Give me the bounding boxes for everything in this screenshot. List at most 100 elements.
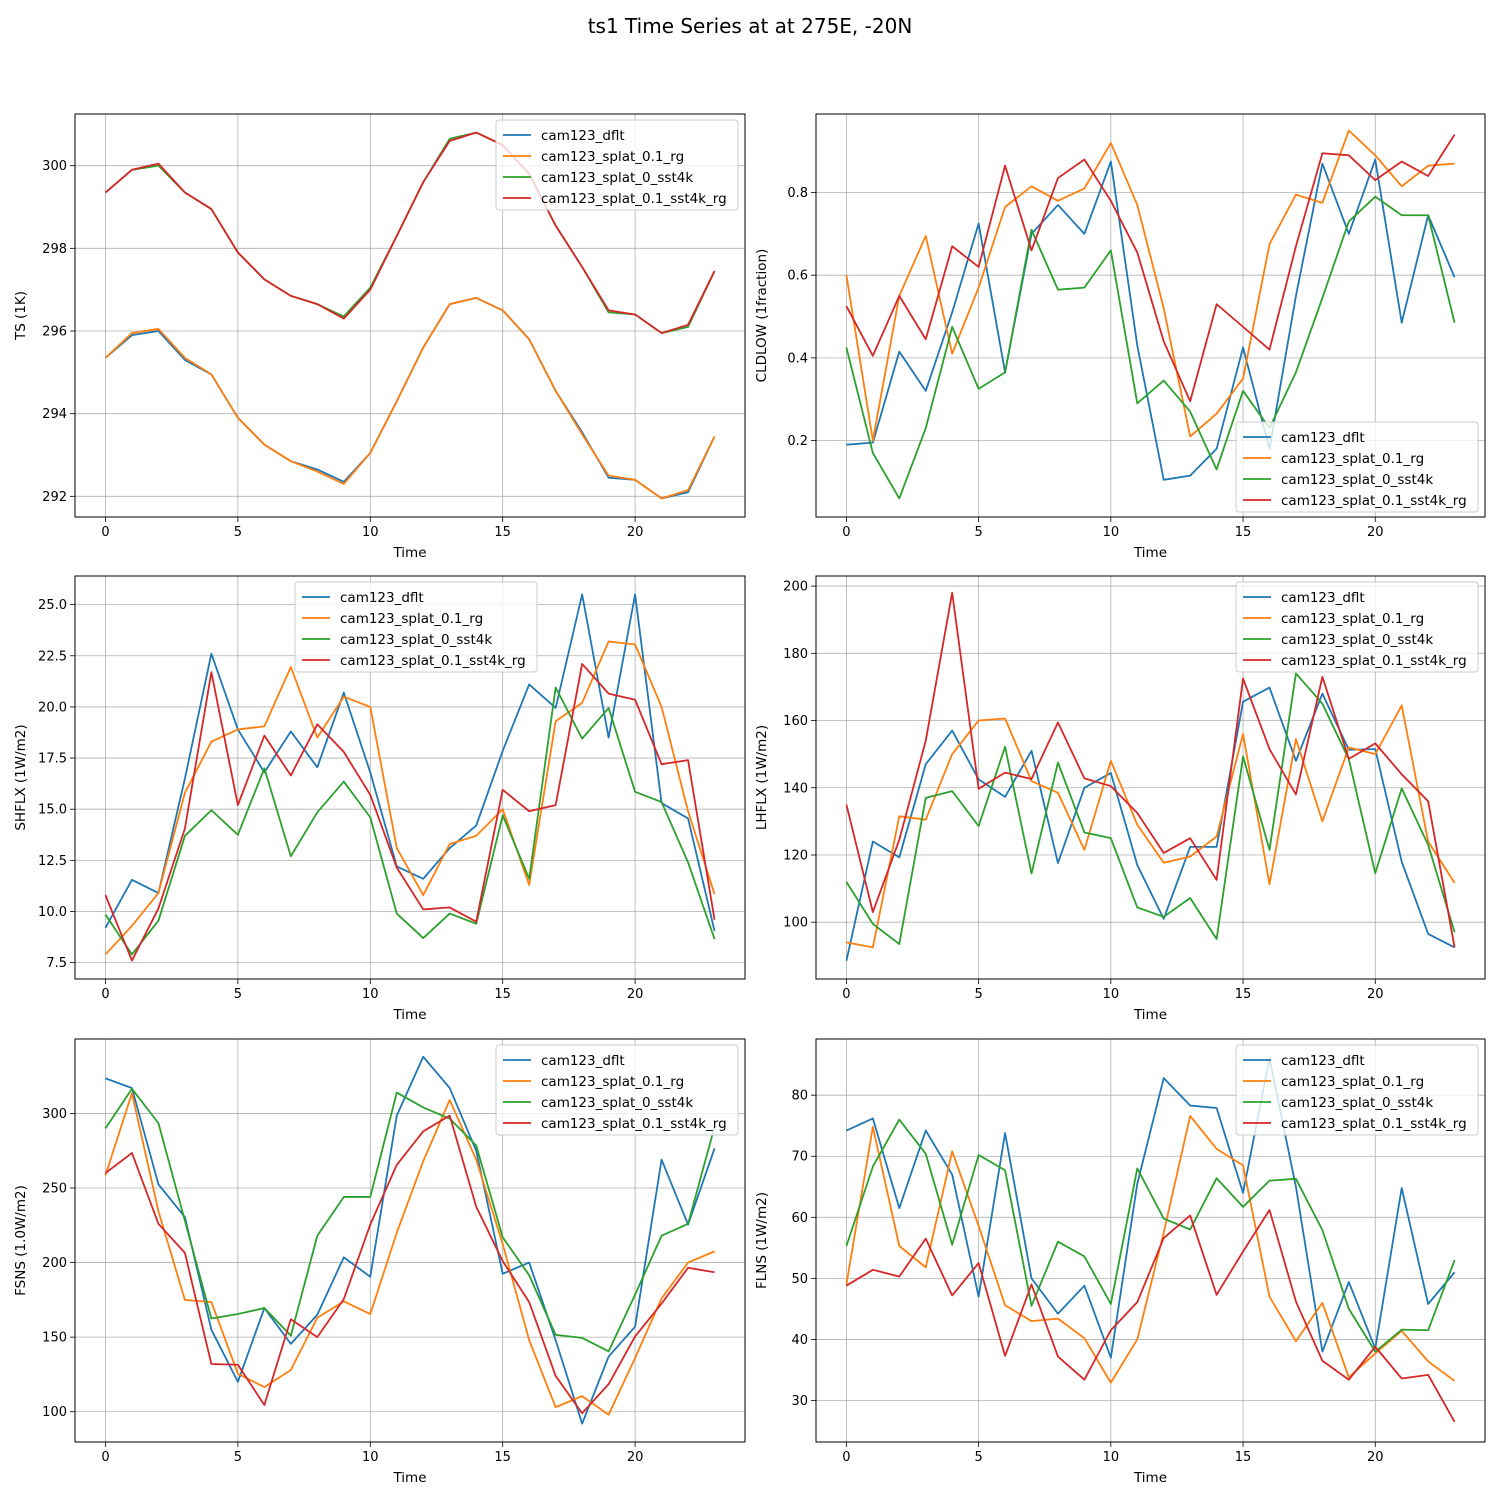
series-line-cam123_splat_0.1_rg	[104, 1092, 715, 1416]
legend-label-cam123_splat_0.1_sst4k_rg: cam123_splat_0.1_sst4k_rg	[340, 653, 526, 669]
x-tick-label: 15	[1235, 987, 1252, 1002]
y-tick-label: 296	[42, 325, 67, 340]
legend-label-cam123_splat_0.1_sst4k_rg: cam123_splat_0.1_sst4k_rg	[541, 1116, 727, 1132]
legend-label-cam123_splat_0.1_rg: cam123_splat_0.1_rg	[1281, 451, 1424, 467]
legend: cam123_dflt cam123_splat_0.1_rg cam123_spl…	[1235, 581, 1479, 673]
y-tick-label: 70	[791, 1150, 808, 1165]
y-tick-label: 100	[783, 916, 808, 931]
y-axis-label: CLDLOW (1fraction)	[754, 249, 770, 383]
y-tick-label: 294	[42, 407, 67, 422]
x-tick-label: 5	[234, 525, 242, 540]
x-tick-label: 10	[1103, 525, 1120, 540]
legend-box	[495, 119, 739, 211]
series-line-cam123_splat_0.1_sst4k_rg	[104, 1114, 715, 1415]
y-tick-label: 200	[42, 1256, 67, 1271]
legend-label-cam123_dflt: cam123_dflt	[1281, 430, 1365, 446]
legend: cam123_dflt cam123_splat_0.1_rg cam123_spl…	[1235, 421, 1479, 513]
y-tick-label: 0.6	[787, 269, 808, 284]
y-tick-label: 17.5	[38, 752, 67, 767]
axes-frame	[815, 575, 1486, 980]
legend-box	[495, 1044, 739, 1136]
legend-label-cam123_splat_0.1_rg: cam123_splat_0.1_rg	[541, 149, 684, 165]
y-tick-label: 30	[791, 1394, 808, 1409]
axes-frame	[815, 113, 1486, 518]
y-tick-label: 0.2	[787, 434, 808, 449]
series-line-cam123_dflt	[846, 158, 1456, 481]
x-axis-label: Time	[392, 545, 426, 561]
y-tick-label: 20.0	[38, 700, 67, 715]
y-tick-label: 150	[42, 1331, 67, 1346]
legend-box	[1235, 421, 1479, 513]
y-axis-label: FLNS (1W/m2)	[754, 1192, 770, 1289]
chart-shflx: 0 5 10 15 20 7.5 10.0 12.5 15.0 17.5 20.0 22.5 25.0 T…	[13, 575, 746, 1023]
legend-label-cam123_splat_0_sst4k: cam123_splat_0_sst4k	[1281, 632, 1433, 648]
x-tick-label: 0	[101, 1450, 109, 1465]
x-tick-label: 20	[627, 987, 644, 1002]
legend-label-cam123_dflt: cam123_dflt	[1281, 590, 1365, 606]
y-tick-label: 292	[42, 490, 67, 505]
figure-title: ts1 Time Series at at 275E, -20N	[587, 14, 913, 38]
y-tick-label: 200	[783, 580, 808, 595]
series-line-cam123_splat_0.1_sst4k_rg	[845, 591, 1456, 948]
y-tick-label: 60	[791, 1211, 808, 1226]
chart-ts: 0 5 10 15 20 292 294 296 298 300 Time TS (1K) cam123…	[13, 113, 746, 561]
y-tick-label: 10.0	[38, 905, 67, 920]
legend-label-cam123_splat_0.1_rg: cam123_splat_0.1_rg	[340, 611, 483, 627]
y-axis-label: LHFLX (1W/m2)	[754, 725, 770, 830]
legend-label-cam123_splat_0.1_sst4k_rg: cam123_splat_0.1_sst4k_rg	[541, 191, 727, 207]
x-tick-label: 10	[362, 525, 379, 540]
x-tick-label: 0	[842, 1450, 850, 1465]
legend-label-cam123_splat_0.1_sst4k_rg: cam123_splat_0.1_sst4k_rg	[1281, 493, 1467, 509]
legend-label-cam123_dflt: cam123_dflt	[1281, 1053, 1365, 1069]
x-tick-label: 10	[362, 1450, 379, 1465]
series-line-cam123_splat_0.1_sst4k_rg	[845, 1209, 1456, 1423]
y-tick-label: 160	[783, 714, 808, 729]
x-tick-label: 5	[974, 987, 982, 1002]
x-tick-label: 10	[362, 987, 379, 1002]
legend-label-cam123_dflt: cam123_dflt	[541, 128, 625, 144]
legend-label-cam123_splat_0.1_rg: cam123_splat_0.1_rg	[1281, 611, 1424, 627]
x-tick-label: 0	[101, 525, 109, 540]
y-tick-label: 100	[42, 1405, 67, 1420]
legend: cam123_dflt cam123_splat_0.1_rg cam123_spl…	[495, 1044, 739, 1136]
x-tick-label: 0	[842, 525, 850, 540]
legend-box	[1235, 581, 1479, 673]
y-tick-label: 7.5	[46, 956, 67, 971]
x-tick-label: 10	[1103, 987, 1120, 1002]
axes-frame	[815, 1038, 1486, 1443]
series-line-cam123_splat_0.1_rg	[104, 297, 716, 500]
series-line-cam123_splat_0_sst4k	[104, 686, 716, 956]
x-tick-label: 15	[494, 1450, 511, 1465]
series-line-cam123_splat_0.1_sst4k_rg	[104, 131, 716, 334]
x-tick-label: 20	[1367, 525, 1384, 540]
x-axis-label: Time	[392, 1470, 426, 1486]
axes-frame	[74, 1038, 746, 1443]
axes-frame	[74, 113, 746, 518]
y-tick-label: 22.5	[38, 649, 67, 664]
x-tick-label: 15	[494, 525, 511, 540]
y-tick-label: 80	[791, 1089, 808, 1104]
y-tick-label: 140	[783, 781, 808, 796]
y-tick-label: 300	[42, 1107, 67, 1122]
series-line-cam123_splat_0.1_sst4k_rg	[845, 134, 1456, 403]
chart-cldlow: 0 5 10 15 20 0.2 0.4 0.6 0.8 Time CLDLOW (1fractio…	[754, 113, 1486, 561]
y-tick-label: 25.0	[38, 598, 67, 613]
y-tick-label: 298	[42, 242, 67, 257]
series-line-cam123_splat_0_sst4k	[104, 1087, 716, 1353]
legend-label-cam123_splat_0.1_rg: cam123_splat_0.1_rg	[541, 1074, 684, 1090]
legend: cam123_dflt cam123_splat_0.1_rg cam123_spl…	[495, 119, 739, 211]
x-tick-label: 0	[842, 987, 850, 1002]
y-axis-label: TS (1K)	[13, 291, 29, 341]
x-tick-label: 20	[627, 525, 644, 540]
series-line-cam123_splat_0.1_rg	[846, 704, 1456, 949]
legend: cam123_dflt cam123_splat_0.1_rg cam123_spl…	[1235, 1044, 1479, 1136]
y-tick-label: 15.0	[38, 803, 67, 818]
y-tick-label: 120	[783, 848, 808, 863]
y-tick-label: 50	[791, 1272, 808, 1287]
legend-label-cam123_splat_0_sst4k: cam123_splat_0_sst4k	[1281, 472, 1433, 488]
series-line-cam123_splat_0_sst4k	[845, 672, 1456, 945]
x-axis-label: Time	[392, 1007, 426, 1023]
x-tick-label: 10	[1103, 1450, 1120, 1465]
y-tick-label: 0.4	[787, 351, 808, 366]
